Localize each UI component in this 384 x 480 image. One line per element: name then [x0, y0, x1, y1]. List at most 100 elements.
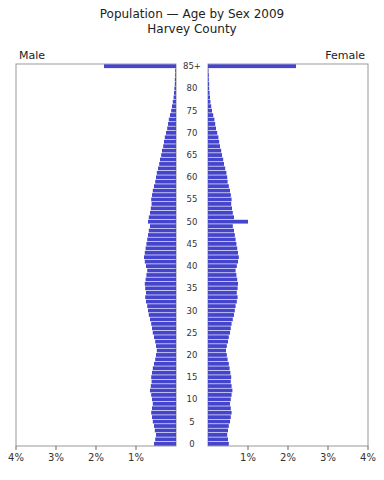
bar — [208, 362, 229, 366]
bar — [208, 371, 230, 375]
bar — [152, 380, 176, 384]
bar — [208, 273, 236, 277]
x-tick-label: 1% — [128, 452, 144, 463]
age-label: 20 — [187, 350, 198, 360]
age-label: 15 — [187, 372, 198, 382]
bar — [208, 82, 209, 86]
bar — [146, 278, 176, 282]
bar — [208, 246, 237, 250]
bar — [166, 131, 176, 135]
bar — [148, 220, 176, 224]
age-label: 60 — [187, 172, 198, 182]
bar — [171, 109, 176, 113]
chart: Population — Age by Sex 2009Harvey Count… — [0, 0, 384, 480]
bar — [145, 286, 176, 290]
bar — [208, 224, 233, 228]
bar — [208, 344, 227, 348]
age-label: 65 — [187, 150, 198, 160]
bar — [174, 91, 176, 95]
bar — [208, 402, 230, 406]
bar — [208, 437, 228, 441]
bar — [208, 109, 212, 113]
bar — [208, 322, 232, 326]
bar — [155, 437, 176, 441]
bar — [156, 175, 176, 179]
bar — [208, 429, 228, 433]
bar — [154, 362, 176, 366]
x-tick-label: 2% — [88, 452, 104, 463]
x-tick — [328, 446, 329, 450]
bar — [208, 335, 229, 339]
bar — [208, 415, 231, 419]
bar — [208, 357, 228, 361]
bar — [208, 215, 234, 219]
x-tick — [368, 446, 369, 450]
bar — [208, 375, 231, 379]
x-tick — [56, 446, 57, 450]
bar — [208, 349, 226, 353]
bar — [175, 69, 176, 73]
bar — [151, 322, 176, 326]
age-label: 0 — [189, 439, 194, 449]
bar — [208, 73, 209, 77]
bar — [165, 135, 176, 139]
age-label: 35 — [187, 283, 198, 293]
bar — [208, 135, 218, 139]
bar — [147, 304, 176, 308]
age-label: 75 — [187, 106, 198, 116]
bar — [144, 255, 176, 259]
age-label: 40 — [187, 261, 198, 271]
bar — [208, 113, 213, 117]
bar — [208, 238, 236, 242]
bar — [156, 353, 176, 357]
bar — [208, 295, 238, 299]
bar — [175, 78, 176, 82]
bar — [208, 166, 225, 170]
bar — [174, 95, 176, 99]
bar — [150, 224, 176, 228]
x-tick — [248, 446, 249, 450]
bar — [161, 153, 176, 157]
bar — [153, 331, 176, 335]
bar — [208, 233, 235, 237]
bar — [208, 175, 227, 179]
x-tick-label: 4% — [360, 452, 376, 463]
bar — [149, 229, 176, 233]
bar — [208, 91, 210, 95]
bar — [146, 264, 176, 268]
bar — [208, 131, 217, 135]
bar — [208, 260, 238, 264]
bar — [208, 198, 232, 202]
x-tick-label: 2% — [280, 452, 296, 463]
bar — [154, 424, 176, 428]
plot-frame — [208, 64, 368, 446]
series-label: Female — [325, 49, 365, 62]
bar — [208, 100, 210, 104]
title: Population — Age by Sex 2009Harvey Count… — [100, 7, 284, 36]
bar — [175, 73, 176, 77]
bar — [208, 318, 233, 322]
age-label: 70 — [187, 128, 198, 138]
bar — [157, 171, 176, 175]
bar — [208, 242, 236, 246]
bar — [208, 229, 234, 233]
bar — [208, 384, 232, 388]
bar — [149, 215, 176, 219]
bar — [208, 255, 239, 259]
bar — [208, 78, 209, 82]
bar — [208, 331, 230, 335]
bar — [146, 246, 176, 250]
bar — [150, 211, 176, 215]
plot-frame — [16, 64, 176, 446]
bar — [208, 313, 234, 317]
bar — [147, 269, 176, 273]
female-bars — [208, 64, 296, 445]
bar — [156, 344, 176, 348]
bar — [152, 415, 176, 419]
bar — [208, 433, 227, 437]
bar — [208, 158, 223, 162]
bar — [168, 122, 176, 126]
bar — [155, 180, 176, 184]
age-label: 5 — [189, 417, 194, 427]
age-label: 50 — [187, 217, 198, 227]
